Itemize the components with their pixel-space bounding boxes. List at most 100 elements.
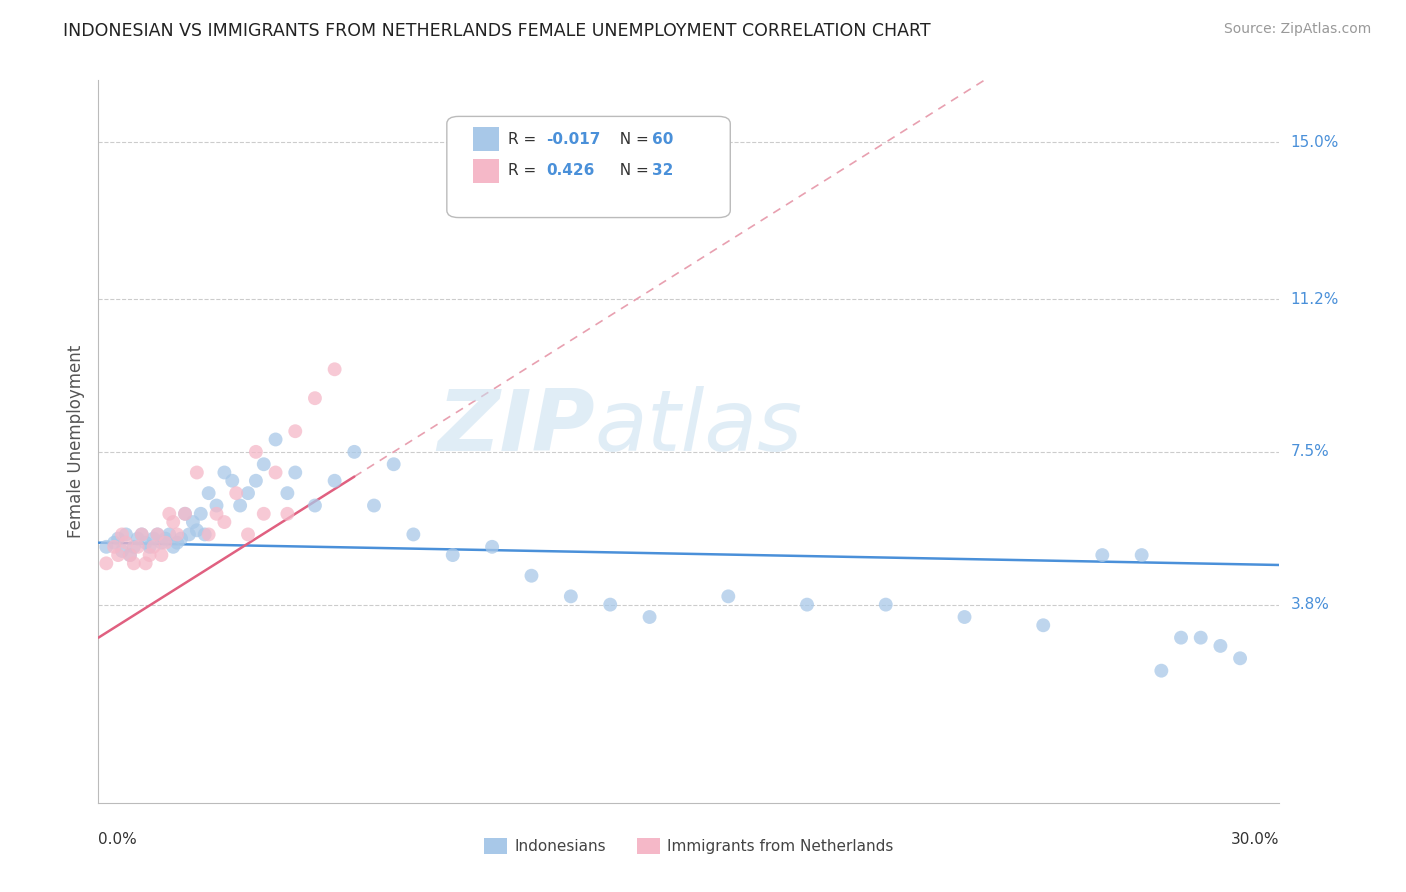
- Point: [170, 532, 193, 546]
- Point: [177, 527, 200, 541]
- Point: [197, 527, 219, 541]
- Point: [107, 532, 129, 546]
- Point: [142, 540, 165, 554]
- Point: [131, 527, 153, 541]
- Point: [135, 557, 157, 571]
- Point: [284, 466, 307, 480]
- Point: [1032, 618, 1054, 632]
- Point: [276, 507, 298, 521]
- Text: -0.017: -0.017: [546, 132, 600, 146]
- Point: [107, 548, 129, 562]
- Point: [186, 466, 208, 480]
- Point: [304, 499, 326, 513]
- Point: [236, 527, 259, 541]
- Point: [323, 474, 346, 488]
- Point: [131, 527, 153, 541]
- Point: [138, 540, 160, 554]
- Point: [304, 391, 326, 405]
- Point: [118, 548, 141, 562]
- Point: [214, 466, 236, 480]
- Point: [174, 507, 197, 521]
- Point: [157, 507, 180, 521]
- Text: 3.8%: 3.8%: [1291, 597, 1330, 612]
- Point: [115, 527, 138, 541]
- Point: [599, 598, 621, 612]
- Text: INDONESIAN VS IMMIGRANTS FROM NETHERLANDS FEMALE UNEMPLOYMENT CORRELATION CHART: INDONESIAN VS IMMIGRANTS FROM NETHERLAND…: [63, 22, 931, 40]
- Text: 60: 60: [652, 132, 673, 146]
- Point: [115, 535, 138, 549]
- Point: [875, 598, 897, 612]
- Point: [186, 524, 208, 538]
- Point: [162, 540, 184, 554]
- Point: [162, 515, 184, 529]
- Point: [1189, 631, 1212, 645]
- Point: [111, 544, 134, 558]
- FancyBboxPatch shape: [447, 117, 730, 218]
- Point: [717, 590, 740, 604]
- Point: [166, 535, 188, 549]
- Text: 7.5%: 7.5%: [1291, 444, 1329, 459]
- Point: [214, 515, 236, 529]
- Point: [135, 535, 157, 549]
- FancyBboxPatch shape: [472, 159, 499, 183]
- Point: [343, 445, 366, 459]
- Point: [127, 532, 149, 546]
- Point: [111, 527, 134, 541]
- Point: [284, 424, 307, 438]
- Point: [155, 532, 177, 546]
- Text: ZIP: ZIP: [437, 385, 595, 468]
- Point: [382, 457, 405, 471]
- Point: [221, 474, 243, 488]
- Point: [520, 568, 543, 582]
- Point: [155, 535, 177, 549]
- Text: Source: ZipAtlas.com: Source: ZipAtlas.com: [1223, 22, 1371, 37]
- Text: N =: N =: [610, 163, 654, 178]
- Point: [638, 610, 661, 624]
- Point: [1229, 651, 1251, 665]
- Point: [229, 499, 252, 513]
- Point: [560, 590, 582, 604]
- Point: [122, 540, 145, 554]
- Point: [146, 527, 169, 541]
- Point: [796, 598, 818, 612]
- Point: [1209, 639, 1232, 653]
- Point: [245, 474, 267, 488]
- Point: [953, 610, 976, 624]
- Point: [1150, 664, 1173, 678]
- Text: 32: 32: [652, 163, 673, 178]
- Point: [276, 486, 298, 500]
- Point: [142, 532, 165, 546]
- Point: [181, 515, 204, 529]
- Text: R =: R =: [508, 163, 541, 178]
- Text: 0.426: 0.426: [546, 163, 595, 178]
- Text: 30.0%: 30.0%: [1232, 831, 1279, 847]
- Point: [150, 535, 173, 549]
- Text: 0.0%: 0.0%: [98, 831, 138, 847]
- Point: [127, 540, 149, 554]
- Point: [150, 548, 173, 562]
- Point: [166, 527, 188, 541]
- FancyBboxPatch shape: [472, 128, 499, 151]
- Point: [1170, 631, 1192, 645]
- Point: [402, 527, 425, 541]
- Point: [197, 486, 219, 500]
- Point: [264, 466, 287, 480]
- Point: [157, 527, 180, 541]
- Text: N =: N =: [610, 132, 654, 146]
- Point: [190, 507, 212, 521]
- Text: atlas: atlas: [595, 385, 803, 468]
- Point: [264, 433, 287, 447]
- Point: [441, 548, 464, 562]
- Point: [146, 527, 169, 541]
- Point: [103, 540, 125, 554]
- Point: [122, 557, 145, 571]
- Y-axis label: Female Unemployment: Female Unemployment: [66, 345, 84, 538]
- Text: R =: R =: [508, 132, 541, 146]
- Point: [96, 557, 118, 571]
- Legend: Indonesians, Immigrants from Netherlands: Indonesians, Immigrants from Netherlands: [478, 832, 900, 860]
- Point: [1091, 548, 1114, 562]
- Point: [103, 535, 125, 549]
- Point: [96, 540, 118, 554]
- Point: [481, 540, 503, 554]
- Point: [236, 486, 259, 500]
